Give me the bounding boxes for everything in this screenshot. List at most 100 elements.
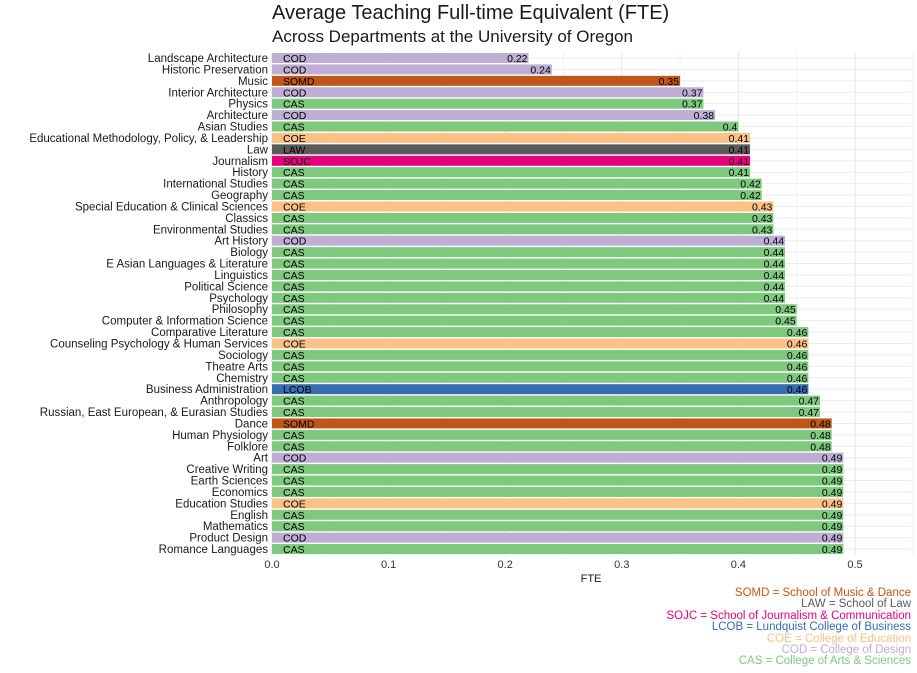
legend-entry: SOJC = School of Journalism & Communicat…: [666, 609, 911, 622]
category-label: E Asian Languages & Literature: [106, 259, 268, 271]
data-label: 0.45: [775, 304, 796, 316]
data-label: 0.49: [822, 498, 843, 510]
bar: [272, 498, 844, 509]
category-label: Psychology: [209, 293, 268, 305]
data-label: 0.43: [752, 213, 773, 225]
bar: [272, 144, 751, 155]
data-label: 0.49: [822, 453, 843, 465]
chart-title: Average Teaching Full-time Equivalent (F…: [272, 2, 670, 24]
category-label: English: [230, 510, 268, 522]
category-label: Economics: [212, 487, 268, 499]
bar: [272, 247, 786, 258]
bar-code-label: CAS: [283, 521, 305, 533]
data-label: 0.49: [822, 544, 843, 556]
data-label: 0.49: [822, 487, 843, 499]
category-label: Architecture: [207, 110, 268, 122]
bar: [272, 212, 774, 223]
bar: [272, 418, 832, 429]
bar: [272, 110, 716, 121]
bar: [272, 64, 552, 75]
category-label: Asian Studies: [198, 122, 269, 134]
bar-code-label: CAS: [283, 464, 305, 476]
bar-code-label: COE: [283, 339, 306, 351]
bar: [272, 269, 786, 280]
category-label: Landscape Architecture: [148, 53, 268, 65]
bar: [272, 121, 739, 132]
bar: [272, 315, 797, 326]
category-label: Journalism: [212, 156, 268, 168]
bar: [272, 53, 529, 63]
data-label: 0.22: [507, 53, 528, 65]
bar: [272, 441, 832, 452]
data-label: 0.4: [723, 122, 738, 134]
data-label: 0.44: [764, 293, 785, 305]
bar-code-label: CAS: [283, 281, 305, 293]
bar-code-label: CAS: [283, 316, 305, 328]
x-axis-title: FTE: [581, 573, 602, 585]
bar-code-label: SOMD: [283, 76, 315, 88]
x-tick-label: 0.3: [614, 559, 629, 571]
x-tick-label: 0.2: [498, 559, 513, 571]
category-label: Philosophy: [212, 304, 269, 316]
category-label: Counseling Psychology & Human Services: [50, 339, 268, 351]
data-label: 0.46: [787, 361, 808, 373]
data-label: 0.42: [740, 190, 761, 202]
bar-code-label: CAS: [283, 259, 305, 271]
bar-code-label: COD: [283, 236, 307, 248]
bar-code-label: CAS: [283, 122, 305, 134]
legend: SOMD = School of Music & Dance LAW = Scho…: [666, 587, 911, 668]
data-label: 0.46: [787, 384, 808, 396]
bar-code-label: CAS: [283, 270, 305, 282]
category-label: Linguistics: [214, 270, 268, 282]
legend-entry: LAW = School of Law: [801, 598, 911, 611]
data-label: 0.49: [822, 476, 843, 488]
bar: [272, 429, 832, 440]
category-label: Historic Preservation: [162, 64, 268, 76]
category-label: Creative Writing: [186, 464, 268, 476]
category-label: Dance: [235, 418, 268, 430]
bar: [272, 98, 704, 109]
bar: [272, 338, 809, 349]
category-label: Mathematics: [203, 521, 268, 533]
category-label: Classics: [225, 213, 268, 225]
bar-code-label: COD: [283, 533, 307, 545]
bar-code-label: COD: [283, 453, 307, 465]
category-label: Romance Languages: [159, 544, 269, 556]
data-label: 0.46: [787, 339, 808, 351]
bar: [272, 509, 844, 520]
bar-code-label: CAS: [283, 293, 305, 305]
data-label: 0.41: [729, 133, 750, 145]
data-label: 0.44: [764, 270, 785, 282]
bar: [272, 258, 786, 269]
bar: [272, 452, 844, 463]
bar-code-label: COE: [283, 201, 306, 213]
data-label: 0.44: [764, 247, 785, 259]
bar: [272, 292, 786, 303]
bar: [272, 407, 821, 418]
bar-code-label: COD: [283, 53, 307, 65]
bar-code-label: CAS: [283, 179, 305, 191]
bar: [272, 327, 809, 338]
legend-entry: COE = College of Education: [766, 632, 911, 645]
bar: [272, 475, 844, 486]
bar: [272, 155, 751, 166]
x-tick-label: 0.0: [264, 559, 279, 571]
data-label: 0.47: [799, 396, 820, 408]
data-label: 0.41: [729, 156, 750, 168]
data-label: 0.49: [822, 521, 843, 533]
legend-entry: LCOB = Lundquist College of Business: [711, 621, 911, 634]
data-label: 0.42: [740, 179, 761, 191]
bar-code-label: CAS: [283, 167, 305, 179]
bar-code-label: CAS: [283, 190, 305, 202]
bar: [272, 486, 844, 497]
bar: [272, 178, 762, 189]
category-label: Political Science: [184, 281, 268, 293]
data-label: 0.49: [822, 464, 843, 476]
category-label: Computer & Information Science: [102, 316, 268, 328]
bar: [272, 224, 774, 235]
legend-entry: COD = College of Design: [781, 644, 911, 657]
bar-code-label: CAS: [283, 510, 305, 522]
bar: [272, 87, 704, 98]
data-label: 0.37: [682, 87, 703, 99]
bar: [272, 532, 844, 543]
